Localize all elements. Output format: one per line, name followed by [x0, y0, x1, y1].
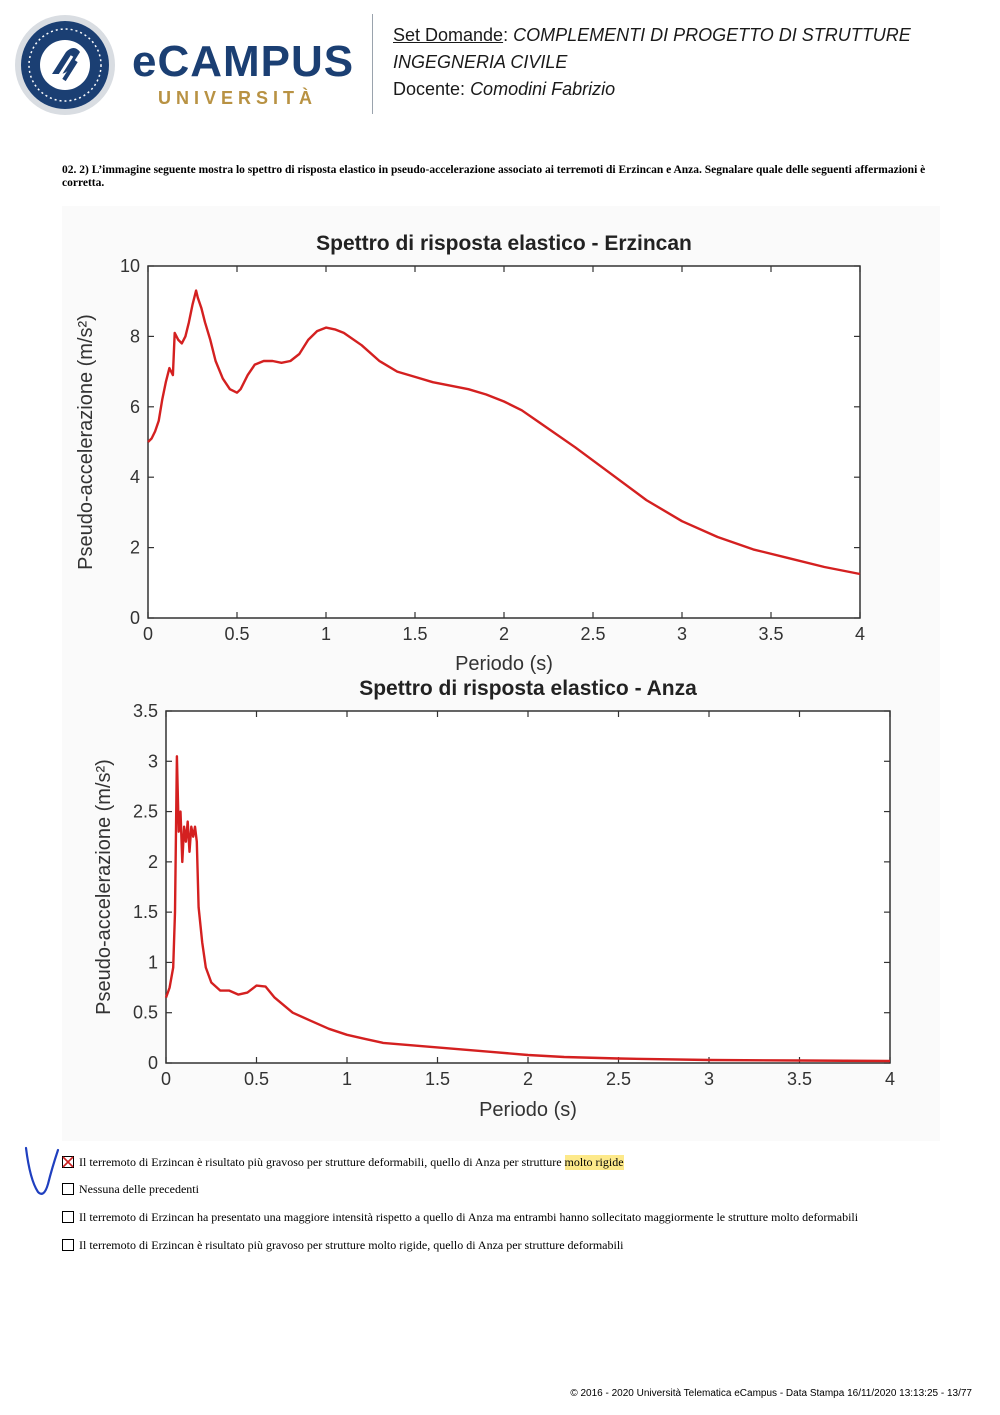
answer-checkbox-2[interactable]: [62, 1183, 74, 1195]
answer-text-3: Il terremoto di Erzincan ha presentato u…: [79, 1209, 859, 1224]
docente-label: Docente:: [393, 79, 466, 99]
chart2-x-tick-label: 0.5: [244, 1069, 269, 1089]
chart2-y-tick-label: 2.5: [133, 802, 158, 822]
chart2-y-tick-label: 2: [148, 852, 158, 872]
chart2-y-tick-label: 1.5: [133, 902, 158, 922]
chart2-x-tick-label: 3: [704, 1069, 714, 1089]
chart2-x-tick-label: 2: [523, 1069, 533, 1089]
chart2-x-tick-label: 4: [885, 1069, 895, 1089]
chart1-x-tick-label: 3: [677, 624, 687, 644]
chart1-plot-frame: [147, 265, 861, 619]
answer-option-1[interactable]: Il terremoto di Erzincan è risultato più…: [62, 1153, 624, 1171]
chart1-y-tick-label: 0: [130, 608, 140, 628]
answer-option-3[interactable]: Il terremoto di Erzincan ha presentato u…: [62, 1208, 858, 1226]
chart1-y-tick-label: 6: [130, 397, 140, 417]
ecampus-seal-logo: [15, 15, 115, 115]
chart1-y-tick-label: 2: [130, 538, 140, 558]
chart2-y-tick-label: 0.5: [133, 1003, 158, 1023]
chart1-y-tick-label: 8: [130, 326, 140, 346]
chart2-y-tick-label: 1: [148, 952, 158, 972]
ecampus-wordmark: eCAMPUS UNIVERSITÀ: [132, 40, 354, 109]
question-text: 02. 2) L’immagine seguente mostra lo spe…: [62, 164, 926, 189]
chart2-y-tick-label: 3: [148, 751, 158, 771]
chart1-y-axis-label: Pseudo-accelerazione (m/s²): [75, 314, 97, 570]
chart2-x-tick-label: 0: [161, 1069, 171, 1089]
answer-checkbox-4[interactable]: [62, 1239, 74, 1251]
course-title-line2: INGEGNERIA CIVILE: [393, 52, 568, 72]
chart2-x-tick-label: 1.5: [425, 1069, 450, 1089]
answer-checkbox-3[interactable]: [62, 1211, 74, 1223]
chart1-x-tick-label: 0: [143, 624, 153, 644]
course-title-line1: COMPLEMENTI DI PROGETTO DI STRUTTURE: [513, 25, 911, 45]
chart1-x-tick-label: 1.5: [402, 624, 427, 644]
chart1-title: Spettro di risposta elastico - Erzincan: [316, 232, 692, 255]
chart2-x-tick-label: 1: [342, 1069, 352, 1089]
chart2-x-axis-label: Periodo (s): [479, 1099, 577, 1121]
page-footer: © 2016 - 2020 Università Telematica eCam…: [570, 1388, 972, 1399]
chart1-x-tick-label: 2: [499, 624, 509, 644]
docente-name: Comodini Fabrizio: [470, 79, 616, 99]
answer-text-4: Il terremoto di Erzincan è risultato più…: [79, 1237, 624, 1252]
header-info: Set Domande: COMPLEMENTI DI PROGETTO DI …: [393, 25, 911, 99]
chart1-series-line: [147, 289, 861, 576]
chart1-x-tick-label: 2.5: [580, 624, 605, 644]
page-header: eCAMPUS UNIVERSITÀ Set Domande: COMPLEME…: [0, 0, 1000, 130]
response-spectra-charts: Spettro di risposta elastico - Erzincan P…: [75, 232, 895, 1121]
chart1-x-tick-label: 3.5: [758, 624, 783, 644]
answer-highlight-1: molto rigide: [564, 1154, 624, 1170]
chart2-y-tick-label: 0: [148, 1053, 158, 1073]
answer-text-1: Il terremoto di Erzincan è risultato più…: [79, 1154, 565, 1169]
chart2-y-tick-label: 3.5: [133, 701, 158, 721]
chart1-y-tick-label: 10: [120, 256, 140, 276]
chart2-plot-frame: [165, 710, 891, 1064]
header-divider: [372, 14, 373, 114]
chart1-x-tick-label: 4: [855, 624, 865, 644]
chart1-x-tick-label: 0.5: [224, 624, 249, 644]
answer-checkbox-1[interactable]: [62, 1156, 74, 1168]
chart2-x-tick-label: 2.5: [606, 1069, 631, 1089]
chart1-x-axis-label: Periodo (s): [455, 653, 553, 675]
chart2-series-line: [164, 755, 891, 1063]
answer-text-2: Nessuna delle precedenti: [79, 1181, 199, 1196]
brand-name: eCAMPUS: [132, 37, 355, 86]
checked-x-icon: [62, 1156, 74, 1168]
set-domande-label: Set Domande: [393, 25, 504, 45]
brand-subtitle: UNIVERSITÀ: [158, 88, 318, 108]
chart2-title: Spettro di risposta elastico - Anza: [359, 677, 697, 700]
answer-option-2[interactable]: Nessuna delle precedenti: [62, 1180, 199, 1198]
handwritten-check-icon: [24, 1146, 60, 1195]
chart2-y-axis-label: Pseudo-accelerazione (m/s²): [93, 759, 115, 1015]
charts-container: Spettro di risposta elastico - Erzincan P…: [62, 206, 940, 1141]
chart1-y-tick-label: 4: [130, 467, 140, 487]
chart2-x-tick-label: 3.5: [787, 1069, 812, 1089]
answer-option-4[interactable]: Il terremoto di Erzincan è risultato più…: [62, 1236, 624, 1254]
chart1-x-tick-label: 1: [321, 624, 331, 644]
